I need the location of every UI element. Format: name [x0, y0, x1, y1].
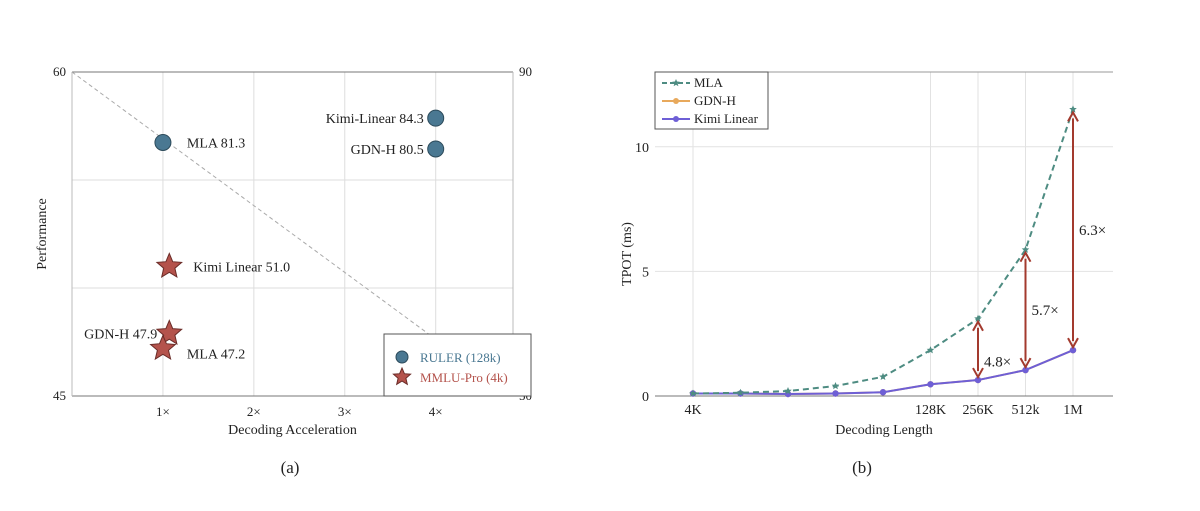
y-tick-label-left: 45: [53, 388, 66, 403]
legend-label: Kimi Linear: [694, 111, 759, 126]
point-mla: [736, 388, 745, 396]
point-ruler: [427, 109, 445, 127]
x-tick-label: 3×: [338, 404, 352, 419]
legend-marker-star: [392, 366, 412, 386]
legend-marker: [673, 98, 679, 104]
point-mla: [689, 389, 697, 397]
point-ruler: [154, 133, 172, 151]
point-mmlu: [155, 252, 183, 278]
speedup-label: 5.7×: [1032, 303, 1059, 319]
point-kimi-linear: [1022, 366, 1029, 374]
point-label: MLA 47.2: [187, 347, 245, 362]
x-tick-label: 4×: [429, 404, 443, 419]
x-tick-label: 4K: [684, 403, 701, 418]
point-mla: [1069, 105, 1077, 113]
legend-label: MLA: [694, 75, 724, 90]
arrow-head-down: [972, 367, 984, 380]
y-tick-label: 10: [635, 141, 649, 156]
point-kimi-linear: [832, 390, 839, 397]
arrow-head-up: [972, 319, 984, 332]
caption-b: (b): [852, 458, 872, 477]
point-label: Kimi-Linear 84.3: [326, 112, 424, 127]
x-tick-label: 128K: [915, 403, 946, 418]
caption-a: (a): [281, 458, 300, 477]
series-line-mla: [692, 109, 1074, 395]
legend-box: [383, 333, 532, 397]
point-kimi-linear: [974, 376, 982, 384]
legend-marker: [673, 116, 679, 122]
arrow-head-down: [1067, 337, 1079, 350]
point-mla: [879, 372, 887, 380]
point-mla: [831, 382, 840, 390]
point-label: MLA 81.3: [187, 136, 245, 151]
y-tick-label-right: 90: [519, 64, 532, 79]
y-tick-label: 5: [642, 265, 649, 280]
x-tick-label: 2×: [247, 404, 261, 419]
legend: RULER (128k) MMLU-Pro (4k): [383, 333, 532, 397]
point-mla: [974, 314, 982, 322]
point-mla: [1021, 245, 1030, 253]
legend-label: MMLU-Pro (4k): [420, 370, 508, 385]
speedup-label: 6.3×: [1079, 223, 1106, 239]
x-axis-label: Decoding Length: [835, 423, 933, 438]
point-mmlu: [149, 334, 177, 361]
y-tick-label: 0: [642, 390, 649, 405]
legend-label: RULER (128k): [420, 350, 501, 365]
speedup-label: 4.8×: [984, 354, 1011, 370]
point-label: Kimi Linear 51.0: [193, 260, 290, 275]
arrow-head-up: [1019, 250, 1032, 263]
x-axis-label: Decoding Acceleration: [228, 423, 357, 438]
x-tick-label: 1×: [156, 404, 170, 419]
y-tick-label-left: 60: [53, 64, 66, 79]
legend: MLA GDN-H Kimi Linear: [654, 71, 769, 130]
point-label: GDN-H 47.9: [84, 327, 157, 342]
y-axis-label: TPOT (ms): [620, 222, 635, 286]
arrow-head-up: [1067, 110, 1079, 122]
point-ruler: [427, 140, 445, 158]
x-tick-label: 256K: [962, 403, 993, 418]
legend-label: GDN-H: [694, 93, 736, 108]
point-mla: [926, 346, 935, 354]
legend-marker-circle: [395, 350, 409, 364]
legend-marker: [672, 79, 680, 87]
series-line-kimi-linear: [693, 349, 1074, 396]
x-tick-label: 512k: [1012, 403, 1040, 418]
point-kimi-linear: [879, 389, 887, 396]
y-axis-label: Performance: [35, 198, 50, 270]
point-kimi-linear: [1069, 346, 1077, 354]
arrow-head-down: [1019, 357, 1032, 370]
point-label: GDN-H 80.5: [351, 143, 424, 158]
point-kimi-linear: [927, 381, 934, 388]
x-tick-label: 1M: [1063, 403, 1083, 418]
point-mla: [784, 387, 792, 395]
